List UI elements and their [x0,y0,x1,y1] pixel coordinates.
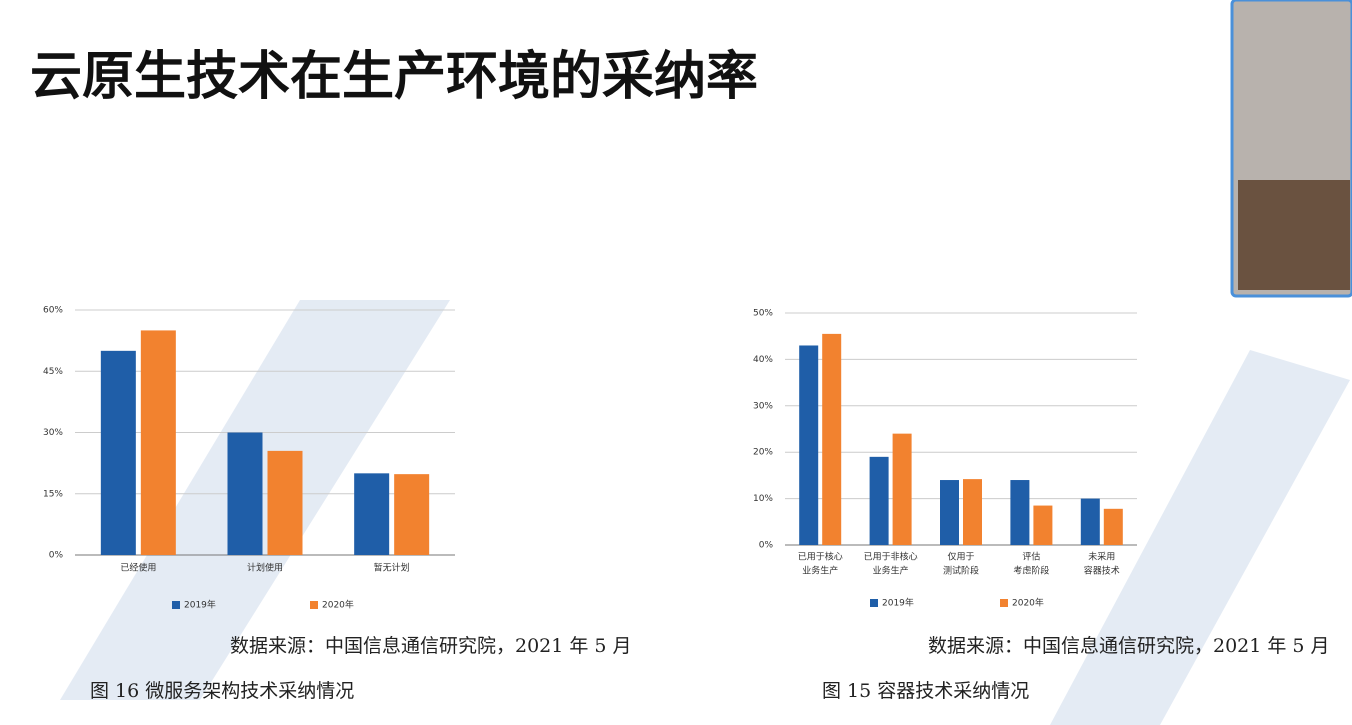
y-tick-label: 30% [43,428,63,438]
source-note: 数据来源：中国信息通信研究院，2021 年 5 月 [230,635,632,657]
legend-swatch [1000,599,1008,607]
legend-swatch [310,601,318,609]
x-tick-label: 测试阶段 [943,565,979,577]
y-tick-label: 0% [759,541,774,551]
legend-label: 2020年 [1012,597,1044,609]
y-tick-label: 30% [753,401,773,411]
y-tick-label: 45% [43,367,63,377]
bar [1010,480,1030,545]
y-tick-label: 0% [49,551,64,561]
x-tick-label: 未采用 [1088,551,1115,563]
y-tick-label: 10% [753,494,773,504]
bar [1033,505,1053,545]
y-tick-label: 15% [43,489,63,499]
x-tick-label: 已用于核心 [798,551,843,563]
y-tick-label: 60% [43,306,63,316]
legend-label: 2019年 [882,597,914,609]
x-tick-label: 业务生产 [802,565,838,577]
bar [140,330,176,555]
slide-title: 云原生技术在生产环境的采纳率 [30,47,758,107]
y-tick-label: 20% [753,448,773,458]
x-tick-label: 业务生产 [873,565,909,577]
bar [869,456,889,545]
x-tick-label: 容器技术 [1084,565,1120,577]
legend-label: 2019年 [184,599,216,611]
webcam-shelf [1238,180,1350,290]
bar [354,473,390,555]
bar [822,333,842,545]
bar [963,479,982,545]
legend-swatch [870,599,878,607]
bar [892,433,912,545]
x-tick-label: 已经使用 [120,562,156,574]
y-tick-label: 40% [753,355,773,365]
x-tick-label: 考虑阶段 [1013,565,1049,577]
x-tick-label: 已用于非核心 [864,551,918,563]
y-tick-label: 50% [753,309,773,319]
figure-caption: 图 16 微服务架构技术采纳情况 [90,680,354,702]
bar [394,474,430,555]
bar [799,345,819,545]
figure-caption: 图 15 容器技术采纳情况 [822,680,1029,702]
legend-swatch [172,601,180,609]
bar [1080,498,1100,545]
x-tick-label: 仅用于 [947,551,974,563]
bar [267,450,303,555]
x-tick-label: 暂无计划 [374,562,410,574]
bar [940,480,959,545]
x-tick-label: 评估 [1022,551,1040,563]
legend-label: 2020年 [322,599,354,611]
bar [227,432,263,555]
bar [1103,508,1123,545]
bar [100,350,136,555]
x-tick-label: 计划使用 [247,562,283,574]
source-note: 数据来源：中国信息通信研究院，2021 年 5 月 [928,635,1330,657]
